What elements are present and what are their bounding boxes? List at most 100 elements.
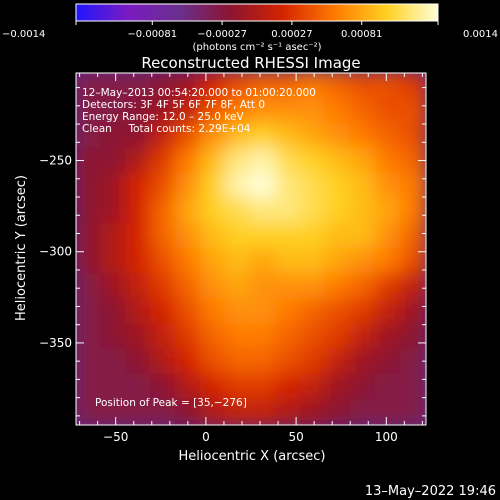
- heatmap-cell: [175, 172, 202, 200]
- info-line-time: 12–May–2013 00:54:20.000 to 01:00:20.000: [82, 87, 316, 99]
- heatmap-cell: [100, 73, 127, 100]
- x-tick-label: 50: [288, 430, 303, 444]
- heatmap-cell: [200, 97, 227, 125]
- heatmap-cell: [175, 73, 202, 100]
- heatmap-cell: [125, 298, 152, 326]
- heatmap-cell: [325, 197, 352, 225]
- colorbar-tick-label: 0.0014: [463, 29, 498, 40]
- heatmap-cell: [350, 248, 377, 276]
- heatmap-cell: [175, 273, 202, 301]
- heatmap-cell: [350, 172, 377, 200]
- heatmap-cell: [400, 273, 426, 301]
- heatmap-cell: [100, 147, 127, 175]
- heatmap-cell: [175, 147, 202, 175]
- heatmap-cell: [100, 248, 127, 276]
- y-tick-label: −350: [39, 336, 72, 350]
- heatmap-cell: [325, 348, 352, 376]
- heatmap-cell: [200, 222, 227, 250]
- heatmap-cell: [225, 298, 252, 326]
- heatmap-cell: [275, 248, 302, 276]
- heatmap-cell: [125, 197, 152, 225]
- heatmap-cell: [100, 172, 127, 200]
- heatmap-cell: [375, 73, 402, 100]
- heatmap-cell: [350, 373, 377, 401]
- heatmap-cell: [400, 97, 426, 125]
- x-tick-label: −50: [103, 430, 128, 444]
- heatmap-cell: [100, 348, 127, 376]
- heatmap-cell: [350, 398, 377, 425]
- heatmap-cell: [250, 172, 277, 200]
- heatmap-cell: [200, 398, 227, 425]
- heatmap-cell: [225, 373, 252, 401]
- axis-ticks: −50 0 50 100 −250 −300 −350: [39, 73, 426, 444]
- heatmap-cell: [400, 172, 426, 200]
- heatmap-cell: [200, 248, 227, 276]
- heatmap-cell: [125, 97, 152, 125]
- heatmap-cell: [250, 373, 277, 401]
- heatmap-cell: [225, 172, 252, 200]
- heatmap-cell: [400, 298, 426, 326]
- heatmap-cell: [125, 323, 152, 351]
- heatmap-cell: [150, 298, 177, 326]
- heatmap-cell: [275, 97, 302, 125]
- heatmap-cell: [150, 273, 177, 301]
- heatmap-cell: [100, 398, 127, 425]
- heatmap-cell: [150, 172, 177, 200]
- heatmap-cell: [275, 172, 302, 200]
- heatmap-cell: [76, 222, 102, 250]
- heatmap-cell: [250, 298, 277, 326]
- heatmap-cell: [150, 248, 177, 276]
- heatmap-cell: [275, 147, 302, 175]
- heatmap-cell: [100, 197, 127, 225]
- heatmap-cell: [350, 197, 377, 225]
- heatmap-cell: [76, 298, 102, 326]
- heatmap-cell: [325, 122, 352, 150]
- heatmap-cell: [325, 273, 352, 301]
- heatmap-cell: [350, 298, 377, 326]
- heatmap-cell: [225, 348, 252, 376]
- heatmap-cell: [350, 348, 377, 376]
- heatmap-cell: [250, 273, 277, 301]
- colorbar-label: (photons cm⁻² s⁻¹ asec⁻²): [192, 42, 321, 53]
- heatmap-cell: [125, 73, 152, 100]
- heatmap-cell: [250, 348, 277, 376]
- heatmap-cell: [76, 373, 102, 401]
- heatmap-cell: [125, 172, 152, 200]
- heatmap-cell: [275, 122, 302, 150]
- heatmap-cell: [175, 222, 202, 250]
- heatmap-cell: [300, 197, 327, 225]
- heatmap-cell: [350, 122, 377, 150]
- heatmap-cell: [350, 222, 377, 250]
- heatmap-cell: [200, 348, 227, 376]
- heatmap-cell: [225, 122, 252, 150]
- heatmap-cell: [200, 373, 227, 401]
- heatmap-cell: [100, 122, 127, 150]
- info-line-detectors: Detectors: 3F 4F 5F 6F 7F 8F, Att 0: [82, 99, 265, 111]
- heatmap-cell: [76, 273, 102, 301]
- colorbar-tick-label: −0.00081: [127, 29, 177, 40]
- heatmap-cell: [150, 398, 177, 425]
- heatmap-cell: [250, 147, 277, 175]
- heatmap-cell: [400, 348, 426, 376]
- heatmap-cell: [350, 97, 377, 125]
- heatmap-cell: [375, 298, 402, 326]
- heatmap-cell: [150, 197, 177, 225]
- heatmap-cell: [200, 323, 227, 351]
- heatmap-cell: [325, 323, 352, 351]
- heatmap-cell: [225, 398, 252, 425]
- heatmap-cell: [250, 73, 277, 100]
- heatmap-cell: [300, 298, 327, 326]
- heatmap-cell: [200, 298, 227, 326]
- heatmap-cell: [125, 222, 152, 250]
- chart-title: Reconstructed RHESSI Image: [141, 54, 360, 72]
- heatmap-cell: [100, 373, 127, 401]
- heatmap-cell: [76, 97, 102, 125]
- colorbar: [75, 3, 439, 22]
- heatmap-cell: [225, 97, 252, 125]
- info-line-counts: Clean Total counts: 2.29E+04: [82, 123, 251, 135]
- x-tick-label: 0: [202, 430, 210, 444]
- heatmap-cell: [400, 373, 426, 401]
- heatmap-cell: [150, 73, 177, 100]
- heatmap-cell: [175, 298, 202, 326]
- heatmap-cell: [125, 348, 152, 376]
